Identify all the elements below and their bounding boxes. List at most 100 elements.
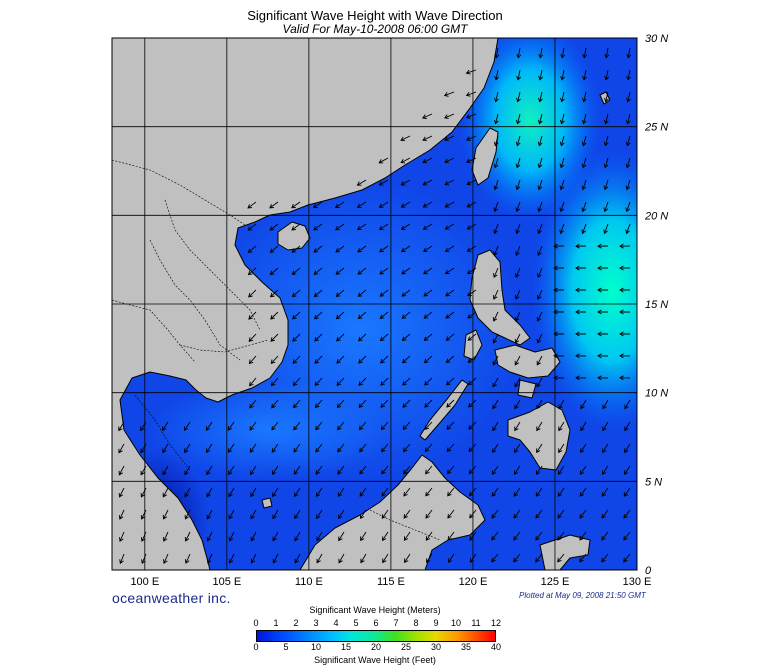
wave-arrow [402,421,411,431]
wave-arrow [582,69,588,81]
wave-arrow [423,289,433,297]
wave-arrow [601,487,609,497]
wave-arrow [491,465,499,476]
wave-arrow [315,421,323,431]
feet-tick-label: 30 [430,642,442,652]
wave-arrow [444,267,455,275]
wave-arrow [291,267,301,275]
wave-arrow [140,443,147,454]
wave-arrow [248,355,257,365]
wave-arrow [466,201,477,208]
meters-tick-label: 0 [253,618,259,628]
wave-arrow [467,355,477,363]
wave-arrow [553,353,565,359]
wave-arrow [141,553,147,564]
wave-arrow [597,375,609,381]
wave-arrow [515,113,521,125]
wave-arrow [493,201,499,213]
wave-arrow [537,245,543,257]
wave-arrow [292,355,301,364]
wave-arrow [184,487,191,498]
wave-arrow [358,355,367,364]
wave-arrow [227,443,235,454]
landmass [112,38,611,570]
wave-arrow [445,333,455,341]
wave-arrow [378,201,389,208]
wave-arrow [619,265,631,271]
wave-arrow [447,553,455,564]
wave-arrow [381,465,389,475]
wave-arrow [357,311,367,320]
wave-arrow [382,531,389,542]
wave-arrow [515,223,521,235]
wave-arrow [493,245,499,257]
wave-arrow [603,201,609,213]
wave-arrow [536,311,543,322]
wave-arrow [357,289,367,297]
brand-logo: oceanweather inc. [112,590,231,606]
wave-arrow [625,135,631,147]
wave-arrow [468,399,477,408]
wave-arrow [402,443,411,453]
wave-arrow [422,201,433,208]
wave-arrow [184,443,191,454]
wave-arrow [206,509,213,520]
wave-arrow [535,553,543,563]
wave-arrow [445,355,455,364]
wave-arrow [293,399,301,409]
wave-arrow [184,531,191,542]
wave-arrow [401,355,411,364]
wave-arrow [336,355,345,364]
wave-arrow [314,333,323,342]
wave-arrow [422,245,433,252]
wave-arrow [580,421,587,432]
wave-arrow [582,47,588,59]
wave-arrow [444,245,455,252]
wave-direction-arrows [118,47,632,565]
meters-tick-label: 6 [373,618,379,628]
wave-arrow [291,201,301,209]
wave-arrow [118,421,125,432]
wave-arrow [446,399,455,408]
wave-arrow [272,553,279,564]
wave-arrow [293,421,301,431]
wave-arrow [469,553,477,563]
wave-arrow [465,135,477,141]
wave-arrow [492,311,499,322]
wave-arrow [515,267,521,278]
wave-arrow [337,443,345,453]
land-borneo [299,454,486,570]
wave-arrow [469,531,477,541]
wave-arrow [491,509,499,519]
wave-arrow [514,311,521,322]
wave-arrow [625,223,631,235]
wave-arrow [228,465,235,476]
wave-arrow [336,333,345,342]
wave-arrow [604,91,609,103]
meters-tick-label: 8 [413,618,419,628]
wave-arrow [400,179,411,186]
wave-arrow [247,267,257,276]
longitude-label: 115 E [377,576,405,588]
wave-arrow [205,421,213,431]
wave-arrow [360,531,367,542]
wave-arrow [516,91,521,103]
wave-arrow [579,509,587,519]
meters-tick-label: 12 [490,618,502,628]
wave-arrow [400,157,411,164]
wave-arrow [536,443,543,454]
wave-arrow [493,135,499,147]
wave-arrow [494,69,500,81]
wave-arrow [380,399,389,408]
wave-arrow [336,399,345,409]
wave-arrow [359,509,367,520]
wave-arrow [228,553,235,564]
wave-arrow [425,487,433,497]
wave-arrow [466,267,477,274]
wave-arrow [423,267,433,275]
wave-arrow [228,531,235,542]
meters-tick-label: 5 [353,618,359,628]
wave-arrow [291,289,301,298]
wave-arrow [602,421,609,432]
wave-arrow [537,113,543,125]
